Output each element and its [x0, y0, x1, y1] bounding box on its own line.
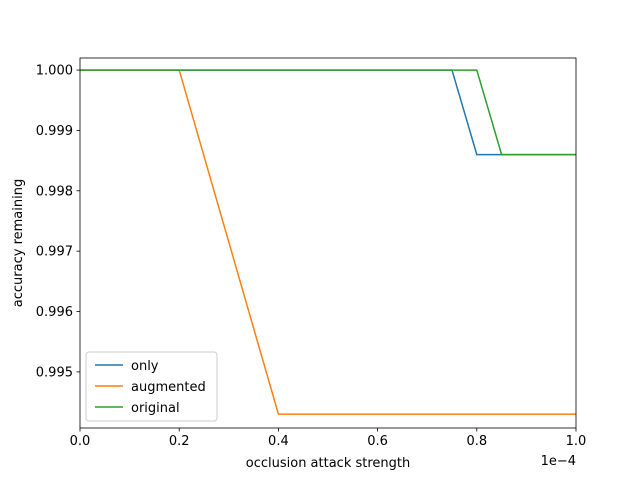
- legend: only augmented original: [85, 351, 218, 422]
- legend-label-augmented: augmented: [131, 380, 206, 395]
- y-tick-label: 0.995: [36, 365, 73, 380]
- x-tick-label: 0.2: [169, 434, 190, 449]
- x-tick-label: 0.6: [367, 434, 388, 449]
- y-tick-label: 1.000: [36, 64, 73, 79]
- x-tick-label: 1.0: [566, 434, 587, 449]
- x-tick-label: 0.8: [466, 434, 487, 449]
- legend-label-only: only: [131, 359, 159, 374]
- series-line-original: [80, 69, 576, 156]
- y-tick-label: 0.996: [36, 305, 73, 320]
- x-axis-title: occlusion attack strength: [246, 456, 411, 471]
- legend-box: [85, 351, 218, 422]
- axes-layer: 0.0 0.2 0.4 0.6 0.8 1.0 0.995 0.996 0.997 0.998 0.…: [36, 57, 587, 449]
- series-layer: [80, 69, 576, 415]
- x-offset-label: 1e−4: [541, 454, 576, 469]
- axes-frame: [79, 57, 577, 429]
- y-axis-title: accuracy remaining: [11, 179, 26, 307]
- y-tick-label: 0.999: [36, 124, 73, 139]
- y-tick-label: 0.998: [36, 184, 73, 199]
- legend-label-original: original: [131, 401, 180, 416]
- x-tick-label: 0.0: [70, 434, 91, 449]
- y-tick-label: 0.997: [36, 245, 73, 260]
- x-tick-label: 0.4: [268, 434, 289, 449]
